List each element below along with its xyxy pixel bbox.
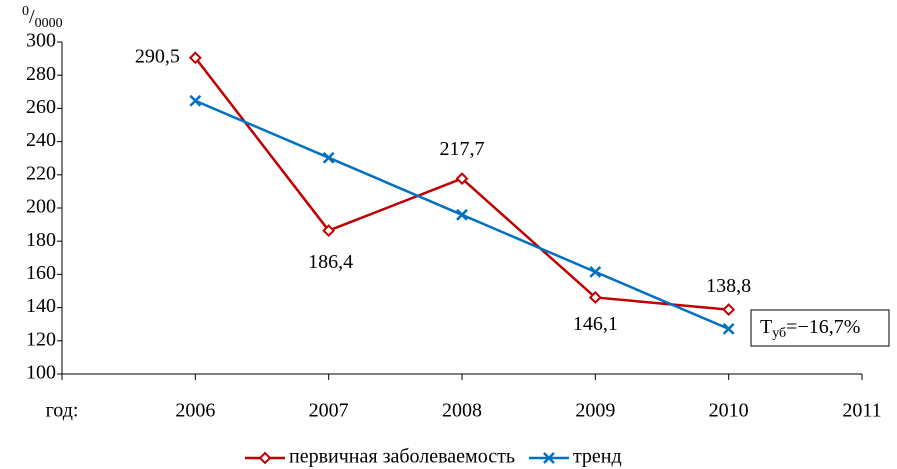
annotation-value: =−16,7% xyxy=(786,316,860,338)
marker xyxy=(189,94,202,107)
marker xyxy=(589,266,602,278)
marker xyxy=(456,208,468,221)
marker xyxy=(543,452,555,464)
marker xyxy=(588,291,602,304)
marker xyxy=(322,151,335,164)
x-tick-label: 2008 xyxy=(442,400,482,422)
annotation-box xyxy=(750,309,890,347)
data-label: 146,1 xyxy=(573,313,618,335)
y-tick-label: 160 xyxy=(26,262,56,284)
x-tick-label: 2010 xyxy=(709,400,749,422)
y-tick-label: 120 xyxy=(26,328,56,350)
y-unit: 0/0000 xyxy=(22,4,63,31)
y-tick-label: 240 xyxy=(26,129,56,151)
data-label: 217,7 xyxy=(440,138,485,160)
legend-label: первичная заболеваемость xyxy=(289,446,515,468)
y-tick-label: 260 xyxy=(26,96,56,118)
legend-label: тренд xyxy=(573,446,622,468)
y-tick-label: 300 xyxy=(26,30,56,52)
data-label: 186,4 xyxy=(308,251,353,273)
data-label: 138,8 xyxy=(706,275,751,297)
x-tick-label: 2011 xyxy=(842,400,881,422)
unit-slash: / xyxy=(29,6,35,28)
y-tick-label: 100 xyxy=(26,362,56,384)
data-label: 290,5 xyxy=(135,45,180,67)
x-tick-label: 2009 xyxy=(575,400,615,422)
x-axis-label: год: xyxy=(46,400,79,422)
x-tick-label: 2006 xyxy=(175,400,215,422)
annotation: Tуб=−16,7% xyxy=(760,316,860,342)
x-tick-label: 2007 xyxy=(309,400,349,422)
marker xyxy=(258,451,272,465)
annotation-main: T xyxy=(760,316,772,338)
marker xyxy=(455,172,469,186)
y-tick-label: 200 xyxy=(26,196,56,218)
y-tick-label: 140 xyxy=(26,295,56,317)
unit-sub: 0000 xyxy=(35,16,63,31)
y-tick-label: 220 xyxy=(26,162,56,184)
marker xyxy=(722,322,735,335)
y-tick-label: 280 xyxy=(26,63,56,85)
y-tick-label: 180 xyxy=(26,229,56,251)
unit-sup: 0 xyxy=(22,4,29,19)
annotation-sub: уб xyxy=(772,326,786,341)
marker xyxy=(188,51,202,65)
marker xyxy=(722,303,736,317)
marker xyxy=(322,224,336,237)
